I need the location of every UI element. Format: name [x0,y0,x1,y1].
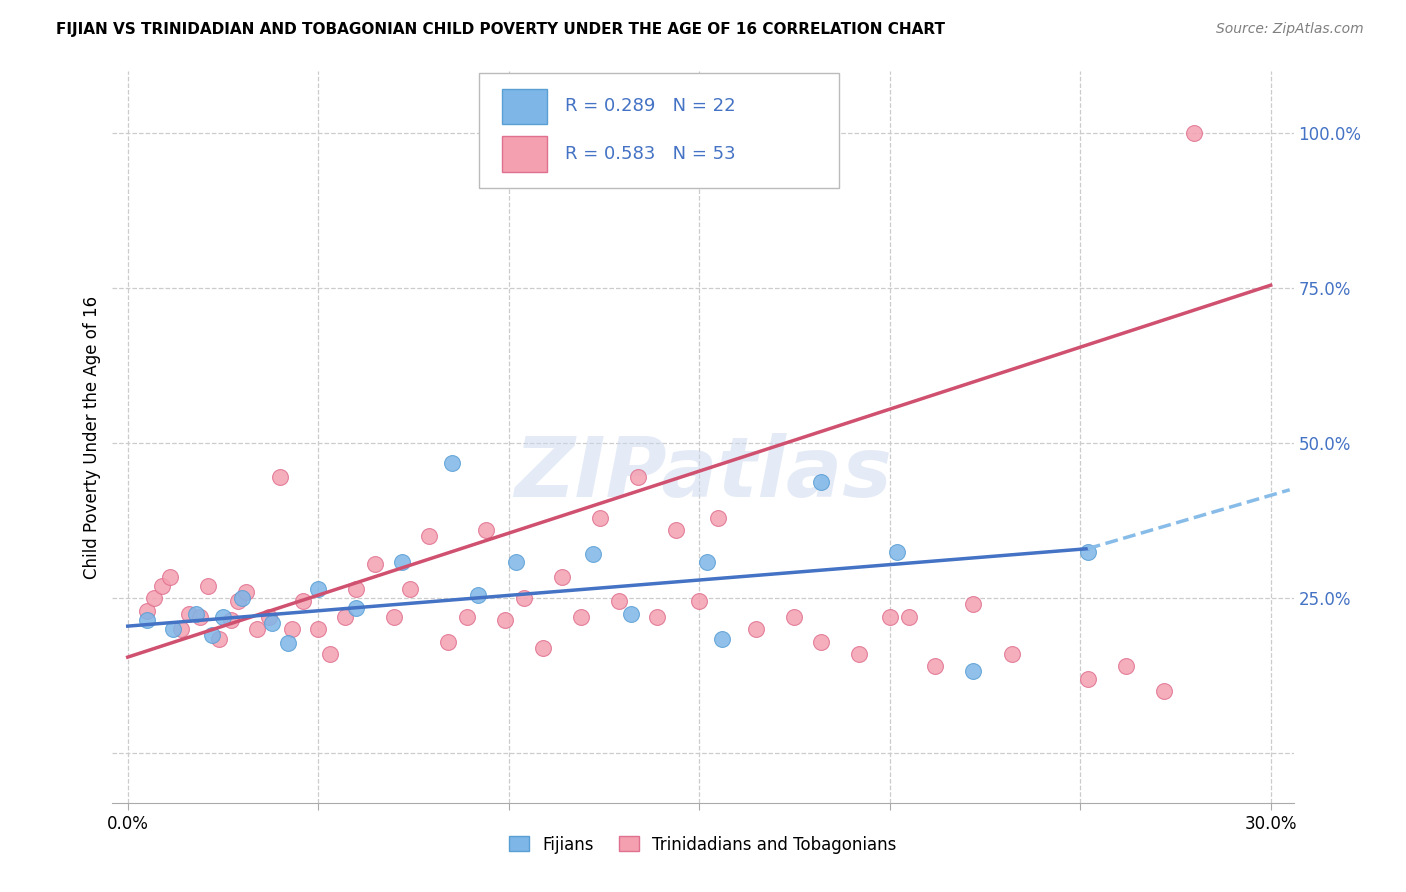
Point [333,610,356,624]
Point [186,607,208,621]
Point [897,610,920,624]
FancyBboxPatch shape [502,136,547,171]
Point [197,579,219,593]
Point [135,604,157,618]
Point [456,610,478,624]
Text: R = 0.583   N = 53: R = 0.583 N = 53 [565,145,735,163]
Y-axis label: Child Poverty Under the Age of 16: Child Poverty Under the Age of 16 [83,295,101,579]
Legend: Fijians, Trinidadians and Tobagonians: Fijians, Trinidadians and Tobagonians [502,829,904,860]
Point [494,613,516,627]
Point [143,591,166,606]
Point [170,622,193,636]
Point [159,569,181,583]
Point [475,523,498,537]
Point [262,615,284,630]
Point [569,610,592,624]
Text: ZIPatlas: ZIPatlas [515,434,891,514]
Point [219,613,242,627]
Point [384,610,406,624]
Point [1184,126,1206,140]
Point [1153,684,1175,698]
Point [505,555,527,569]
Point [1000,647,1022,661]
Point [962,598,984,612]
Point [364,557,387,571]
Point [711,632,734,646]
Text: R = 0.289   N = 22: R = 0.289 N = 22 [565,97,735,115]
Point [398,582,420,596]
Point [344,582,367,596]
Point [645,610,668,624]
Point [551,569,574,583]
Point [924,659,946,673]
Point [257,610,280,624]
Point [620,607,643,621]
Point [418,529,440,543]
Point [1115,659,1137,673]
Point [226,594,249,608]
Point [886,545,908,559]
Point [589,510,612,524]
FancyBboxPatch shape [502,89,547,124]
Point [745,622,768,636]
Point [1077,672,1099,686]
Point [150,579,173,593]
Point [277,636,299,650]
Point [280,622,302,636]
Point [318,647,340,661]
Text: FIJIAN VS TRINIDADIAN AND TOBAGONIAN CHILD POVERTY UNDER THE AGE OF 16 CORRELATI: FIJIAN VS TRINIDADIAN AND TOBAGONIAN CHI… [56,22,945,37]
FancyBboxPatch shape [478,73,839,188]
Point [307,622,329,636]
Text: Source: ZipAtlas.com: Source: ZipAtlas.com [1216,22,1364,37]
Point [467,588,489,602]
Point [879,610,901,624]
Point [291,594,314,608]
Point [513,591,536,606]
Point [269,470,291,484]
Point [235,585,257,599]
Point [688,594,710,608]
Point [212,610,235,624]
Point [188,610,211,624]
Point [307,582,329,596]
Point [707,510,730,524]
Point [162,622,184,636]
Point [531,640,554,655]
Point [344,600,367,615]
Point [665,523,688,537]
Point [231,591,253,606]
Point [135,613,157,627]
Point [848,647,870,661]
Point [200,628,222,642]
Point [391,555,413,569]
Point [177,607,200,621]
Point [1077,545,1099,559]
Point [627,470,650,484]
Point [436,634,458,648]
Point [440,456,463,470]
Point [783,610,806,624]
Point [246,622,269,636]
Point [962,665,984,679]
Point [581,547,603,561]
Point [607,594,630,608]
Point [208,632,231,646]
Point [810,634,832,648]
Point [696,555,718,569]
Point [810,475,832,489]
